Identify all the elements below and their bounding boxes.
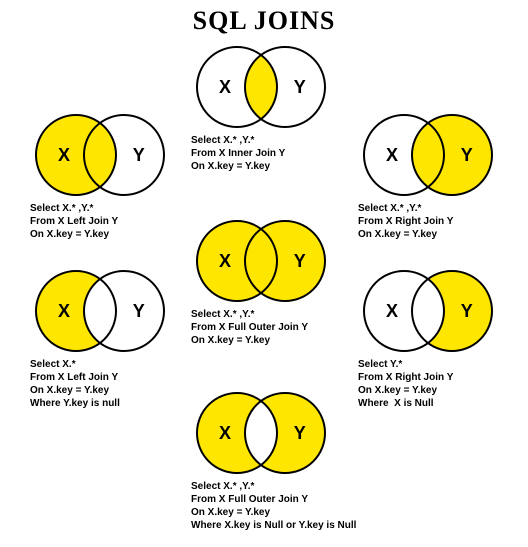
sql-caption-left-excl: Select X.* From X Left Join Y On X.key =… [30, 358, 170, 410]
venn-label-left: X [219, 77, 231, 97]
venn-left-excl: X Y Select X.* From X Left Join Y On X.k… [30, 266, 170, 410]
venn-label-right: Y [461, 145, 473, 165]
venn-label-left: X [219, 251, 231, 271]
venn-diagram-left: X Y [30, 110, 170, 200]
venn-right-excl: X Y Select Y.* From X Right Join Y On X.… [358, 266, 498, 410]
venn-label-left: X [58, 145, 70, 165]
venn-diagram-full-excl: X Y [191, 388, 331, 478]
venn-diagram-inner: X Y [191, 42, 331, 132]
sql-caption-left: Select X.* ,Y.* From X Left Join Y On X.… [30, 202, 170, 241]
venn-label-right: Y [461, 301, 473, 321]
page-title: SQL JOINS [0, 0, 528, 36]
venn-label-right: Y [294, 423, 306, 443]
sql-caption-full-excl: Select X.* ,Y.* From X Full Outer Join Y… [191, 480, 356, 532]
venn-left: X Y Select X.* ,Y.* From X Left Join Y O… [30, 110, 170, 241]
venn-diagram-right: X Y [358, 110, 498, 200]
venn-label-right: Y [133, 301, 145, 321]
sql-caption-full: Select X.* ,Y.* From X Full Outer Join Y… [191, 308, 331, 347]
venn-diagram-full: X Y [191, 216, 331, 306]
venn-label-left: X [386, 301, 398, 321]
venn-label-right: Y [294, 251, 306, 271]
sql-caption-right-excl: Select Y.* From X Right Join Y On X.key … [358, 358, 498, 410]
venn-diagram-right-excl: X Y [358, 266, 498, 356]
venn-inner: X Y Select X.* ,Y.* From X Inner Join Y … [191, 42, 331, 173]
sql-caption-inner: Select X.* ,Y.* From X Inner Join Y On X… [191, 134, 331, 173]
venn-label-right: Y [294, 77, 306, 97]
venn-right: X Y Select X.* ,Y.* From X Right Join Y … [358, 110, 498, 241]
venn-diagram-left-excl: X Y [30, 266, 170, 356]
venn-full: X Y Select X.* ,Y.* From X Full Outer Jo… [191, 216, 331, 347]
venn-label-left: X [386, 145, 398, 165]
venn-label-right: Y [133, 145, 145, 165]
sql-caption-right: Select X.* ,Y.* From X Right Join Y On X… [358, 202, 498, 241]
venn-label-left: X [58, 301, 70, 321]
venn-full-excl: X Y Select X.* ,Y.* From X Full Outer Jo… [191, 388, 356, 532]
venn-label-left: X [219, 423, 231, 443]
